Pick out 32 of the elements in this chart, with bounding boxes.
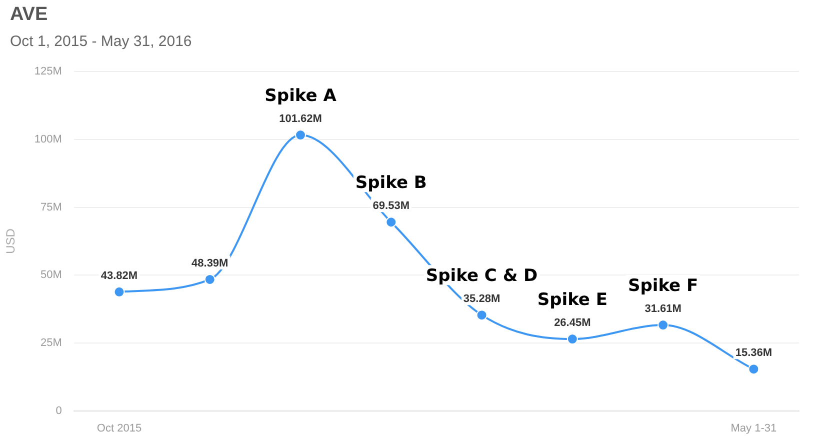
point [295, 130, 306, 141]
point [658, 320, 669, 331]
chart-subtitle: Oct 1, 2015 - May 31, 2016 [10, 33, 192, 50]
data-label: 48.39M [192, 257, 228, 270]
data-label: 69.53M [372, 200, 410, 212]
data-label: 35.28M [463, 293, 500, 306]
annotation: Spike F [628, 276, 698, 296]
data-label: 31.61M [644, 303, 682, 316]
annotation: Spike B [355, 173, 427, 194]
x-tick-label: Oct 2015 [96, 422, 142, 434]
point [476, 310, 488, 321]
point [114, 286, 125, 298]
point [748, 364, 760, 375]
point [204, 274, 216, 285]
chart-title: AVE [10, 4, 48, 26]
y-tick-label: 0 [56, 404, 62, 417]
annotation: Spike E [537, 290, 608, 310]
data-label: 43.82M [100, 270, 138, 282]
y-tick-label: 125M [34, 66, 62, 78]
y-tick-label: 25M [40, 336, 62, 349]
point [566, 334, 578, 345]
annotation: Spike A [264, 86, 338, 106]
y-tick-label: 75M [40, 201, 62, 214]
y-tick-label: 100M [34, 133, 62, 146]
data-label: 101.62M [279, 113, 322, 126]
y-tick-label: 50M [40, 269, 62, 282]
point [386, 216, 397, 228]
annotation: Spike C & D [426, 266, 538, 286]
data-label: 26.45M [554, 317, 591, 330]
x-tick-label: May 1-31 [730, 422, 777, 434]
y-axis-title: USD [4, 228, 18, 254]
data-label: 15.36M [735, 347, 772, 360]
